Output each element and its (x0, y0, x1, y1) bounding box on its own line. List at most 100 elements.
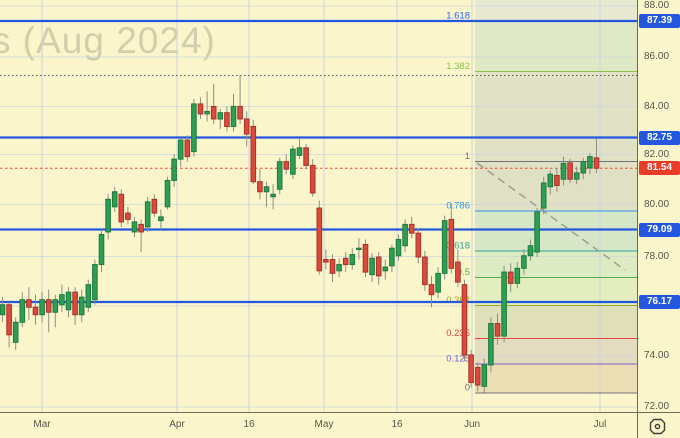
candle[interactable] (105, 194, 111, 240)
candle[interactable] (441, 215, 448, 280)
candle[interactable] (587, 152, 593, 175)
last-price-badge[interactable]: 81.54 (639, 161, 680, 176)
candle[interactable] (474, 362, 481, 392)
candle[interactable] (362, 239, 369, 278)
candle[interactable] (204, 91, 210, 122)
eye-icon[interactable] (648, 417, 667, 436)
candle[interactable] (98, 229, 105, 273)
candle[interactable] (375, 252, 382, 285)
candle[interactable] (197, 97, 204, 119)
candle[interactable] (422, 250, 428, 291)
chart-canvas[interactable]: s (Aug 2024) 1.618 1.382 1 0.786 0.618 0.5 0.3… (0, 0, 637, 412)
candle[interactable] (514, 262, 521, 289)
candle[interactable] (164, 176, 171, 210)
candle[interactable] (276, 157, 283, 195)
candle[interactable] (26, 287, 32, 320)
candle[interactable] (111, 186, 118, 212)
candle[interactable] (342, 252, 349, 273)
candle[interactable] (59, 284, 65, 313)
candle[interactable] (191, 98, 197, 157)
candle[interactable] (85, 279, 92, 313)
candle[interactable] (151, 194, 158, 217)
candle[interactable] (125, 206, 131, 225)
candle[interactable] (177, 137, 184, 167)
candle[interactable] (184, 135, 191, 162)
candle[interactable] (395, 234, 402, 261)
candle[interactable] (356, 238, 362, 260)
candle[interactable] (349, 248, 356, 270)
candle[interactable] (448, 203, 455, 274)
time-axis[interactable]: Mar Apr 16 May 16 Jun Jul (0, 412, 680, 438)
candle[interactable] (45, 289, 52, 333)
candle[interactable] (481, 358, 488, 394)
candle[interactable] (534, 208, 540, 258)
candle[interactable] (138, 219, 144, 253)
candle[interactable] (6, 302, 12, 348)
candle[interactable] (296, 139, 303, 160)
candle[interactable] (402, 219, 408, 253)
candle[interactable] (527, 239, 534, 261)
candle[interactable] (230, 93, 237, 132)
candle[interactable] (494, 313, 501, 345)
candle[interactable] (144, 196, 151, 232)
candle[interactable] (224, 106, 230, 132)
candle[interactable] (19, 292, 26, 328)
candle[interactable] (131, 216, 138, 237)
candle[interactable] (501, 265, 507, 343)
candle[interactable] (415, 228, 422, 264)
price-axis[interactable]: 88.00 86.00 84.00 82.00 80.00 78.00 74.00 72.00… (637, 0, 680, 412)
candle[interactable] (290, 145, 296, 180)
candle[interactable] (250, 119, 257, 185)
candle[interactable] (382, 259, 389, 280)
candle[interactable] (389, 244, 395, 273)
candle[interactable] (32, 294, 39, 325)
candle[interactable] (237, 75, 243, 124)
candle[interactable] (593, 138, 600, 173)
candle[interactable] (468, 349, 474, 388)
candle[interactable] (323, 249, 329, 270)
price-level-badge[interactable]: 87.39 (639, 14, 680, 28)
candle[interactable] (554, 167, 560, 192)
candle[interactable] (316, 200, 323, 275)
candle[interactable] (369, 253, 375, 283)
candle[interactable] (488, 317, 494, 373)
candle[interactable] (560, 156, 567, 186)
candle[interactable] (263, 181, 270, 207)
candle[interactable] (92, 259, 98, 305)
candle[interactable] (303, 144, 309, 170)
candle[interactable] (329, 254, 336, 283)
candle[interactable] (428, 275, 435, 308)
candle[interactable] (39, 292, 45, 323)
candle[interactable] (567, 159, 573, 183)
candle[interactable] (171, 154, 177, 187)
candle[interactable] (270, 184, 276, 210)
candle[interactable] (309, 159, 316, 197)
candle[interactable] (217, 108, 224, 130)
candlestick-chart[interactable]: 1.618 1.382 1 0.786 0.618 0.5 0.382 0.236 0.125 0 (0, 0, 637, 412)
candle[interactable] (408, 216, 415, 239)
candle[interactable] (580, 157, 587, 180)
candle[interactable] (547, 170, 554, 195)
candle[interactable] (257, 169, 263, 200)
candle[interactable] (78, 289, 85, 323)
price-level-badge[interactable]: 79.09 (639, 222, 680, 237)
price-level-badge[interactable]: 76.17 (639, 295, 680, 309)
candle[interactable] (573, 166, 580, 185)
candle[interactable] (210, 83, 217, 124)
candle[interactable] (118, 189, 125, 227)
candle[interactable] (521, 249, 527, 275)
candle[interactable] (65, 287, 72, 318)
candle[interactable] (72, 287, 78, 325)
candle[interactable] (540, 176, 547, 215)
candle[interactable] (435, 267, 441, 299)
candle[interactable] (283, 154, 290, 175)
candle[interactable] (336, 258, 342, 278)
candle[interactable] (455, 249, 461, 288)
candle[interactable] (158, 209, 164, 230)
dashed-trendline[interactable] (476, 162, 626, 271)
candle[interactable] (461, 279, 468, 362)
candle[interactable] (52, 294, 59, 328)
candle[interactable] (12, 317, 19, 350)
candle[interactable] (507, 263, 514, 293)
candle[interactable] (243, 111, 250, 147)
